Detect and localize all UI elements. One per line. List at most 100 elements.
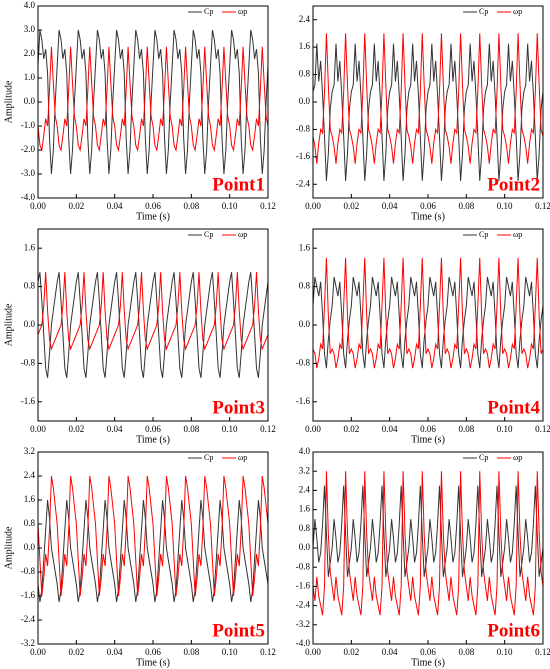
data-line	[313, 276, 543, 369]
annotation: Point3	[212, 397, 265, 418]
x-tick-label: 0.06	[145, 424, 161, 434]
legend-label: ωp	[513, 453, 522, 462]
x-tick-label: 0.12	[535, 647, 550, 657]
legend-label: ωp	[513, 230, 522, 239]
x-tick-label: 0.12	[260, 647, 276, 657]
y-tick-label: 2.0	[24, 48, 36, 58]
annotation: Point1	[212, 174, 265, 195]
y-tick-label: 0.8	[299, 523, 311, 533]
x-tick-label: 0.02	[68, 647, 84, 657]
y-tick-label: 0.8	[299, 281, 311, 291]
y-tick-label: 0.8	[24, 281, 36, 291]
y-tick-label: -1.6	[296, 151, 311, 161]
y-tick-label: -1.0	[21, 120, 36, 130]
y-tick-label: -1.6	[21, 590, 36, 600]
legend-label: ωp	[238, 230, 247, 239]
data-line	[38, 46, 268, 152]
x-tick-label: 0.02	[343, 647, 359, 657]
data-line	[313, 471, 543, 616]
y-tick-label: -0.8	[21, 357, 36, 367]
x-tick-label: 0.02	[343, 424, 359, 434]
x-tick-label: 0.08	[183, 424, 199, 434]
x-tick-label: 0.06	[420, 201, 436, 211]
y-tick-label: -2.4	[21, 614, 36, 624]
x-tick-label: 0.12	[535, 424, 550, 434]
y-tick-label: 3.0	[24, 24, 36, 34]
data-line	[38, 499, 268, 603]
x-tick-label: 0.10	[222, 201, 238, 211]
legend-label: Cp	[204, 453, 213, 462]
y-tick-label: 0.0	[24, 542, 36, 552]
x-tick-label: 0.08	[458, 424, 474, 434]
x-tick-label: 0.08	[458, 201, 474, 211]
x-tick-label: 0.00	[30, 424, 46, 434]
panel: -4.0 -3.0 -2.0 -1.0 0.0 1.0 2.0 3.0 4.0 0.00 0.02 0…	[3, 0, 276, 222]
x-axis-label: Time (s)	[136, 211, 170, 222]
y-tick-label: -0.8	[296, 561, 311, 571]
x-tick-label: 0.00	[305, 647, 321, 657]
legend-label: Cp	[204, 7, 213, 16]
annotation: Point4	[487, 397, 540, 418]
y-tick-label: 1.6	[299, 41, 311, 51]
plot-frame	[312, 5, 544, 199]
y-tick-label: 2.4	[299, 484, 311, 494]
y-tick-label: -4.0	[296, 638, 311, 648]
panel: -2.4 -1.6 -0.8 0.0 0.8 1.6 2.4 0.00 0.02 0.04 0.06…	[296, 5, 550, 222]
y-tick-label: 0.0	[299, 96, 311, 106]
legend-label: Cp	[479, 7, 488, 16]
x-axis-label: Time (s)	[136, 657, 170, 668]
y-tick-label: 0.0	[24, 319, 36, 329]
annotation: Point2	[487, 174, 540, 195]
y-tick-label: -3.0	[21, 168, 36, 178]
x-tick-label: 0.08	[183, 647, 199, 657]
data-line	[38, 29, 268, 175]
y-tick-label: 3.2	[299, 465, 310, 475]
y-tick-label: 4.0	[24, 0, 36, 10]
y-tick-label: -1.6	[21, 396, 36, 406]
y-tick-label: -3.2	[296, 619, 310, 629]
y-axis-label: Amplitude	[3, 303, 14, 346]
x-tick-label: 0.02	[343, 201, 359, 211]
x-tick-label: 0.12	[535, 201, 550, 211]
x-axis-label: Time (s)	[411, 434, 445, 445]
x-tick-label: 0.04	[382, 201, 398, 211]
y-tick-label: 1.6	[299, 504, 311, 514]
x-tick-label: 0.00	[30, 201, 46, 211]
y-tick-label: -2.4	[296, 178, 311, 188]
x-tick-label: 0.00	[305, 424, 321, 434]
data-line	[38, 272, 268, 378]
x-tick-label: 0.12	[260, 201, 276, 211]
x-tick-label: 0.04	[382, 424, 398, 434]
data-line	[313, 257, 543, 369]
data-line	[313, 485, 543, 577]
y-tick-label: 4.0	[299, 446, 311, 456]
panel: -1.6 -0.8 0.0 0.8 1.6 0.00 0.02 0.04 0.06 0.08 0.1…	[296, 228, 550, 445]
panel: -4.0 -3.2 -2.4 -1.6 -0.8 0.0 0.8 1.6 2.4 3.2 4.0 0.…	[296, 446, 550, 668]
legend-label: Cp	[204, 230, 213, 239]
data-line	[38, 475, 268, 597]
x-axis-label: Time (s)	[411, 657, 445, 668]
y-tick-label: -1.6	[296, 580, 311, 590]
legend-label: Cp	[479, 230, 488, 239]
x-tick-label: 0.04	[107, 647, 123, 657]
legend-label: ωp	[238, 453, 247, 462]
y-tick-label: 1.6	[24, 494, 36, 504]
y-tick-label: 0.8	[299, 69, 311, 79]
y-tick-label: 0.0	[299, 319, 311, 329]
x-tick-label: 0.08	[183, 201, 199, 211]
legend-label: ωp	[238, 7, 247, 16]
x-tick-label: 0.02	[68, 201, 84, 211]
x-tick-label: 0.04	[107, 424, 123, 434]
data-line	[313, 33, 543, 164]
x-tick-label: 0.02	[68, 424, 84, 434]
y-tick-label: 3.2	[24, 446, 35, 456]
panel: -1.6 -0.8 0.0 0.8 1.6 0.00 0.02 0.04 0.06 0.08 0.1…	[3, 228, 276, 445]
y-tick-label: 2.4	[299, 14, 311, 24]
x-tick-label: 0.04	[107, 201, 123, 211]
y-tick-label: 0.0	[24, 96, 36, 106]
annotation: Point6	[487, 620, 540, 641]
y-tick-label: -0.8	[21, 566, 36, 576]
x-tick-label: 0.10	[222, 647, 238, 657]
y-tick-label: 0.0	[299, 542, 311, 552]
